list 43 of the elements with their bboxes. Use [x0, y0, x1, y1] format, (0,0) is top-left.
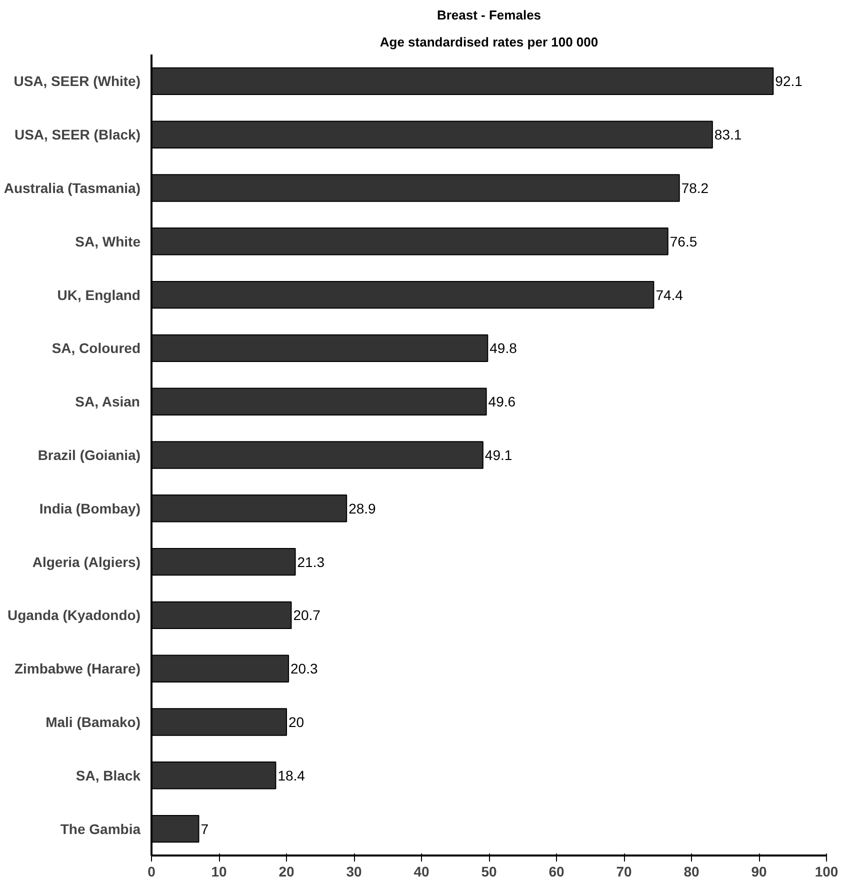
data-label: 49.1	[484, 447, 512, 463]
x-tick-label: 30	[346, 864, 362, 879]
y-tick-label: Brazil (Goiania)	[38, 447, 141, 463]
data-label: 18.4	[278, 767, 306, 784]
data-label: 83.1	[714, 126, 742, 143]
data-label: 78.2	[681, 180, 709, 196]
y-tick-label: Zimbabwe (Harare)	[14, 660, 141, 677]
y-tick-label: Algeria (Algiers)	[32, 554, 141, 570]
x-tick-label: 60	[548, 864, 564, 879]
x-tick-label: 10	[211, 864, 227, 879]
data-label: 28.9	[348, 500, 376, 516]
x-tick-label: 90	[751, 864, 767, 879]
x-tick-label: 0	[148, 864, 156, 879]
data-label: 21.3	[297, 554, 325, 570]
data-label: 76.5	[670, 233, 698, 250]
y-tick-label: SA, Asian	[75, 394, 140, 410]
y-tick-label: Uganda (Kyadondo)	[8, 607, 141, 624]
y-tick-label: SA, White	[75, 233, 141, 250]
data-label: 49.6	[488, 394, 516, 410]
data-label: 20.3	[290, 660, 318, 677]
x-tick-label: 70	[616, 864, 632, 879]
x-tick-label: 80	[684, 864, 700, 879]
data-label: 74.4	[656, 286, 684, 303]
data-label: 20	[288, 714, 304, 730]
x-tick-label: 40	[414, 864, 430, 879]
y-tick-label: Mali (Bamako)	[46, 714, 141, 730]
y-tick-label: USA, SEER (White)	[14, 73, 140, 90]
data-label: 7	[200, 820, 209, 837]
y-tick-label: The Gambia	[60, 820, 141, 837]
data-label: 92.1	[775, 73, 803, 90]
y-tick-label: SA, Black	[76, 767, 141, 784]
chart-title: Breast - Females	[436, 8, 542, 22]
y-tick-label: SA, Coloured	[52, 340, 141, 356]
data-label: 49.8	[490, 340, 518, 356]
y-tick-label: India (Bombay)	[39, 500, 141, 516]
data-label: 20.7	[293, 607, 321, 624]
y-tick-label: Australia (Tasmania)	[4, 180, 140, 196]
x-tick-label: 20	[278, 864, 294, 879]
chart-subtitle: Age standardised rates per 100 000	[380, 34, 598, 50]
x-tick-label: 100	[814, 864, 838, 879]
y-tick-label: USA, SEER (Black)	[14, 126, 141, 143]
x-tick-label: 50	[481, 864, 497, 879]
y-tick-label: UK, England	[57, 286, 141, 303]
